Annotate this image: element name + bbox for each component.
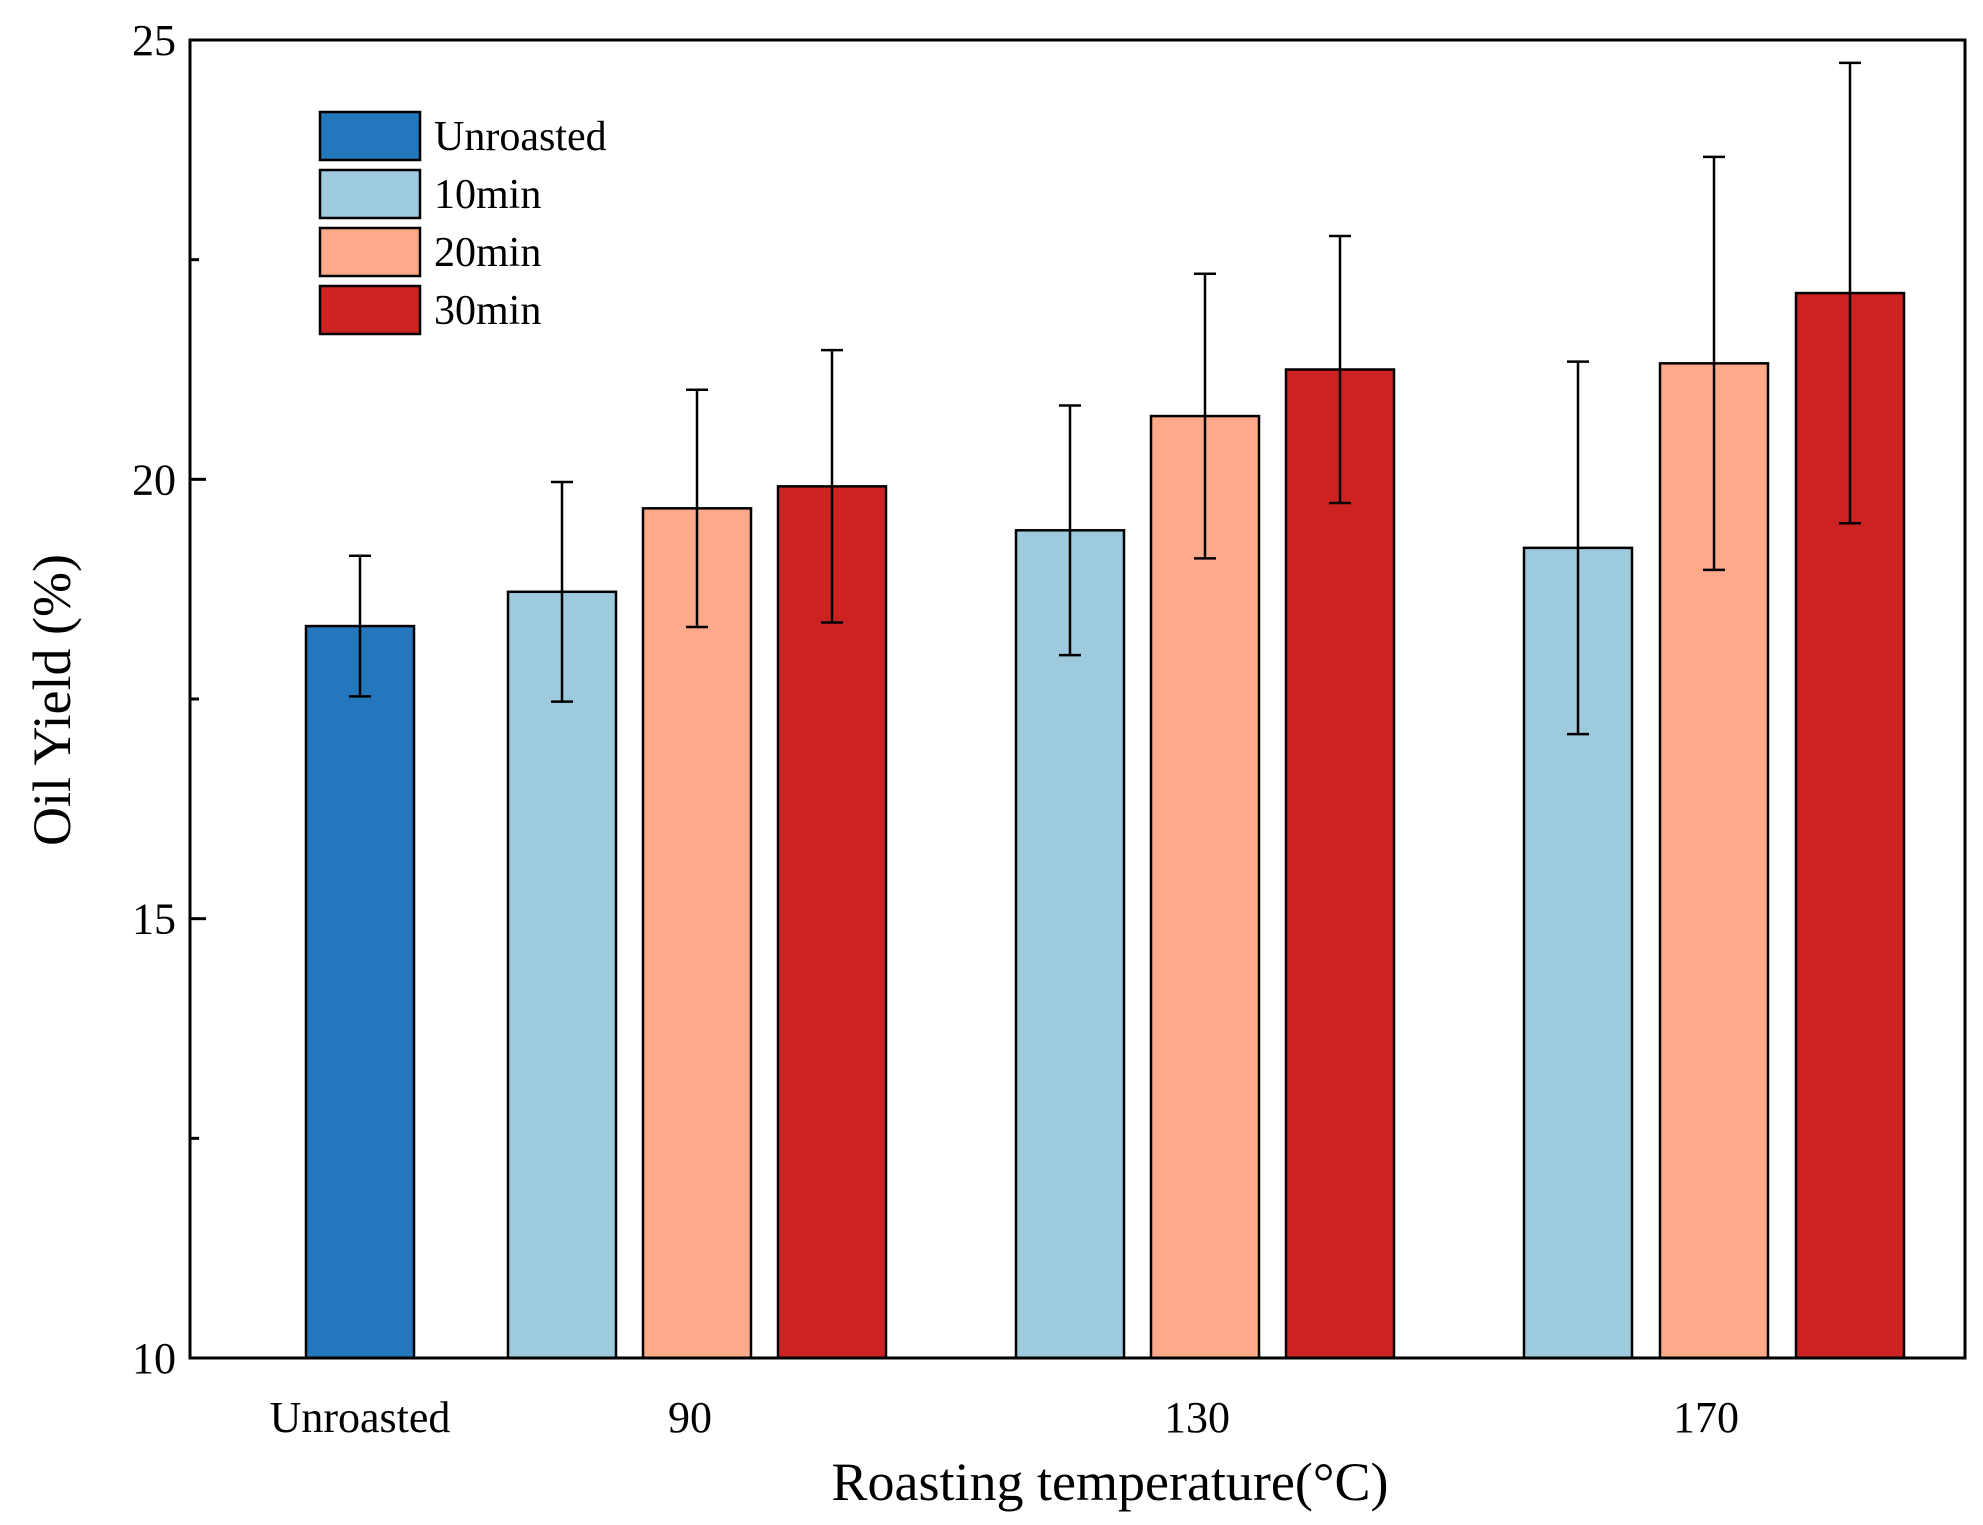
y-axis-title: Oil Yield (%) xyxy=(22,554,82,846)
y-axis: 10 15 20 25 xyxy=(132,16,206,1383)
x-tick-label: 90 xyxy=(668,1393,712,1442)
legend-swatch-20min xyxy=(318,226,422,278)
legend-label: 10min xyxy=(434,172,541,218)
bar-20min-90 xyxy=(641,507,753,1360)
legend-swatch-unroasted xyxy=(318,110,422,162)
legend-label: 20min xyxy=(434,230,541,276)
x-axis-title: Roasting temperature(°C) xyxy=(832,1452,1389,1512)
bar-unroasted-unroasted xyxy=(304,624,416,1360)
y-tick-label: 25 xyxy=(132,16,176,65)
x-axis: Unroasted 90 130 170 xyxy=(270,1393,1739,1442)
legend-label: 30min xyxy=(434,288,541,334)
legend: Unroasted 10min 20min 30min xyxy=(318,110,607,336)
legend-swatch-10min xyxy=(318,168,422,220)
x-tick-label: Unroasted xyxy=(270,1393,451,1442)
x-tick-label: 170 xyxy=(1673,1393,1739,1442)
y-tick-label: 10 xyxy=(132,1334,176,1383)
bar-10min-90 xyxy=(506,590,618,1360)
legend-label: Unroasted xyxy=(434,114,607,160)
y-tick-label: 20 xyxy=(132,455,176,504)
bar-30min-130 xyxy=(1284,368,1396,1360)
error-bars-layer xyxy=(349,61,1861,736)
y-tick-label: 15 xyxy=(132,895,176,944)
x-tick-label: 130 xyxy=(1164,1393,1230,1442)
legend-swatch-30min xyxy=(318,284,422,336)
